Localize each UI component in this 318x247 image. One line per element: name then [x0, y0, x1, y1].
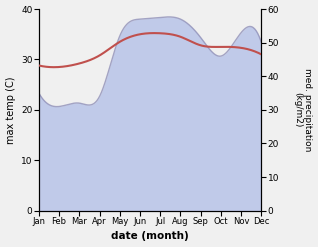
Y-axis label: max temp (C): max temp (C) — [5, 76, 16, 144]
X-axis label: date (month): date (month) — [111, 231, 189, 242]
Y-axis label: med. precipitation
(kg/m2): med. precipitation (kg/m2) — [293, 68, 313, 152]
